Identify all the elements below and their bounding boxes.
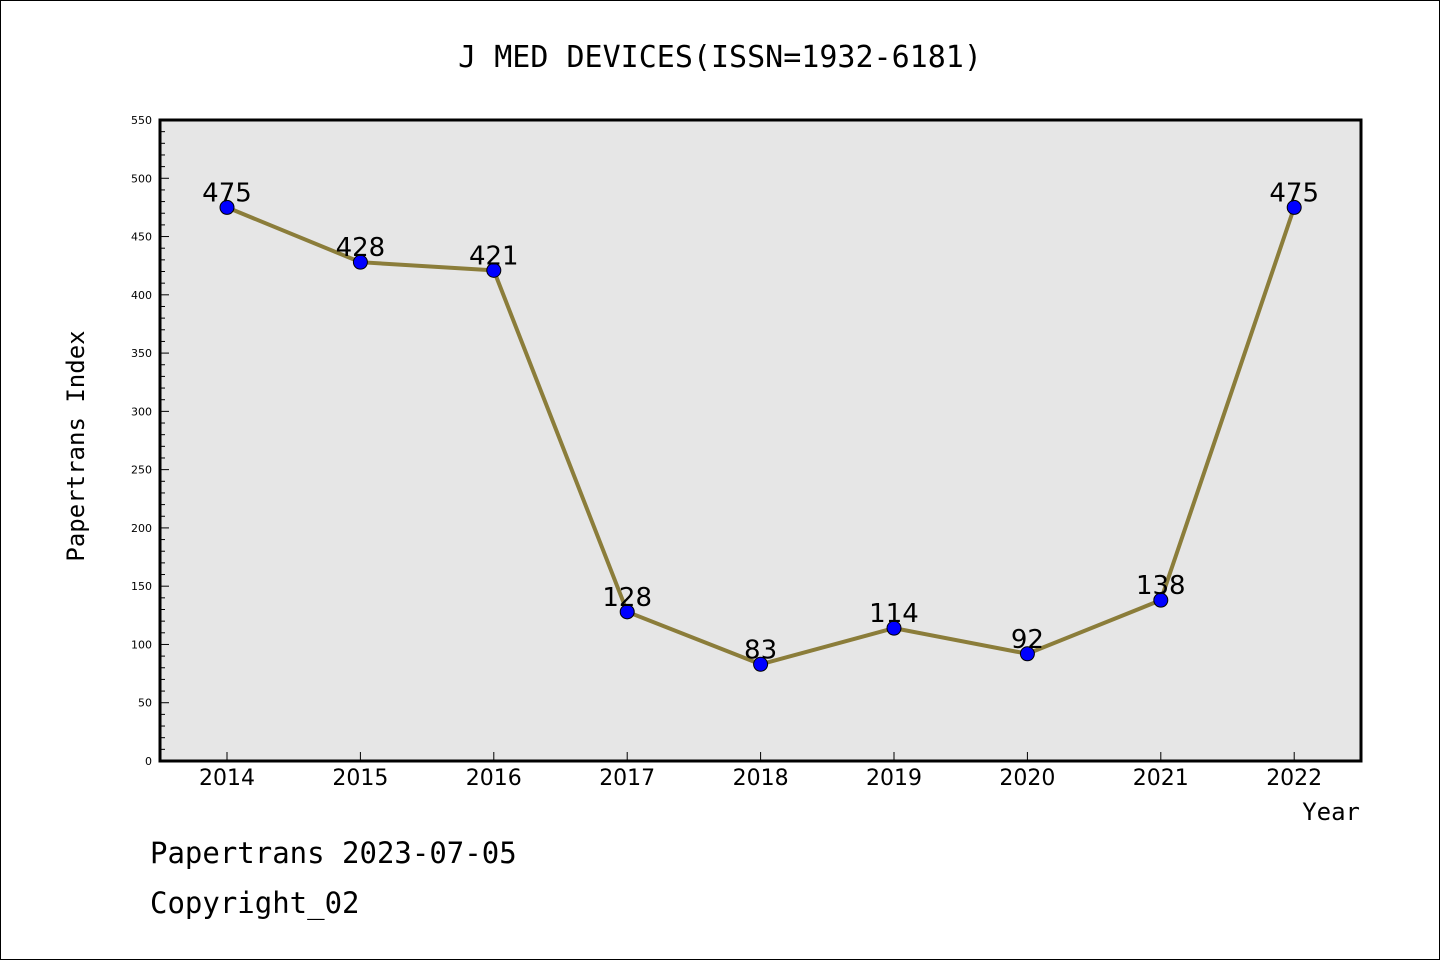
y-tick-label: 450 bbox=[131, 231, 152, 244]
y-tick-label: 400 bbox=[131, 289, 152, 302]
y-tick-label: 200 bbox=[131, 522, 152, 535]
y-axis-label: Papertrans Index bbox=[62, 330, 90, 561]
data-label: 92 bbox=[1011, 625, 1044, 655]
data-point bbox=[219, 199, 235, 215]
data-label: 428 bbox=[336, 233, 386, 263]
x-tick-label: 2020 bbox=[999, 766, 1055, 791]
x-tick-label: 2022 bbox=[1266, 766, 1322, 791]
data-label: 114 bbox=[869, 599, 919, 629]
x-tick-label: 2019 bbox=[866, 766, 922, 791]
footer-date: Papertrans 2023-07-05 bbox=[150, 836, 517, 870]
x-tick-label: 2018 bbox=[733, 766, 789, 791]
y-tick-label: 250 bbox=[131, 464, 152, 477]
x-tick-label: 2017 bbox=[599, 766, 655, 791]
plot-area bbox=[158, 118, 1363, 763]
x-axis-label: Year bbox=[1302, 798, 1360, 826]
data-label: 475 bbox=[202, 178, 252, 208]
y-tick-label: 550 bbox=[131, 114, 152, 127]
data-point bbox=[1286, 199, 1302, 215]
data-point bbox=[886, 620, 902, 636]
y-tick-label: 300 bbox=[131, 405, 152, 418]
data-point bbox=[486, 262, 502, 278]
y-tick-label: 500 bbox=[131, 172, 152, 185]
x-tick-label: 2014 bbox=[199, 766, 255, 791]
y-tick-label: 150 bbox=[131, 580, 152, 593]
data-labels-group: 475 428 421 128 83 114 92 138 475 bbox=[202, 178, 1319, 665]
data-label: 475 bbox=[1269, 178, 1319, 208]
data-label: 421 bbox=[469, 241, 519, 271]
footer-copyright: Copyright_02 bbox=[150, 886, 360, 920]
chart-title: J MED DEVICES(ISSN=1932-6181) bbox=[458, 40, 982, 75]
x-axis: 2014 2015 2016 2017 2018 2019 2020 2021 2022 bbox=[199, 752, 1322, 791]
data-label: 83 bbox=[744, 635, 777, 665]
x-tick-label: 2021 bbox=[1133, 766, 1189, 791]
y-tick-label: 0 bbox=[145, 755, 152, 768]
data-point bbox=[1019, 646, 1035, 662]
x-tick-label: 2016 bbox=[466, 766, 522, 791]
y-tick-label: 350 bbox=[131, 347, 152, 360]
data-point bbox=[1153, 592, 1169, 608]
data-label: 138 bbox=[1136, 571, 1186, 601]
y-tick-label: 100 bbox=[131, 638, 152, 651]
data-point bbox=[619, 604, 635, 620]
x-tick-label: 2015 bbox=[332, 766, 388, 791]
data-label: 128 bbox=[602, 583, 652, 613]
y-axis: 0 50 100 150 200 250 300 350 400 450 500 550 bbox=[131, 114, 169, 768]
data-point bbox=[352, 254, 368, 270]
y-tick-label: 50 bbox=[138, 697, 152, 710]
markers-group bbox=[219, 199, 1302, 672]
data-point bbox=[753, 656, 769, 672]
